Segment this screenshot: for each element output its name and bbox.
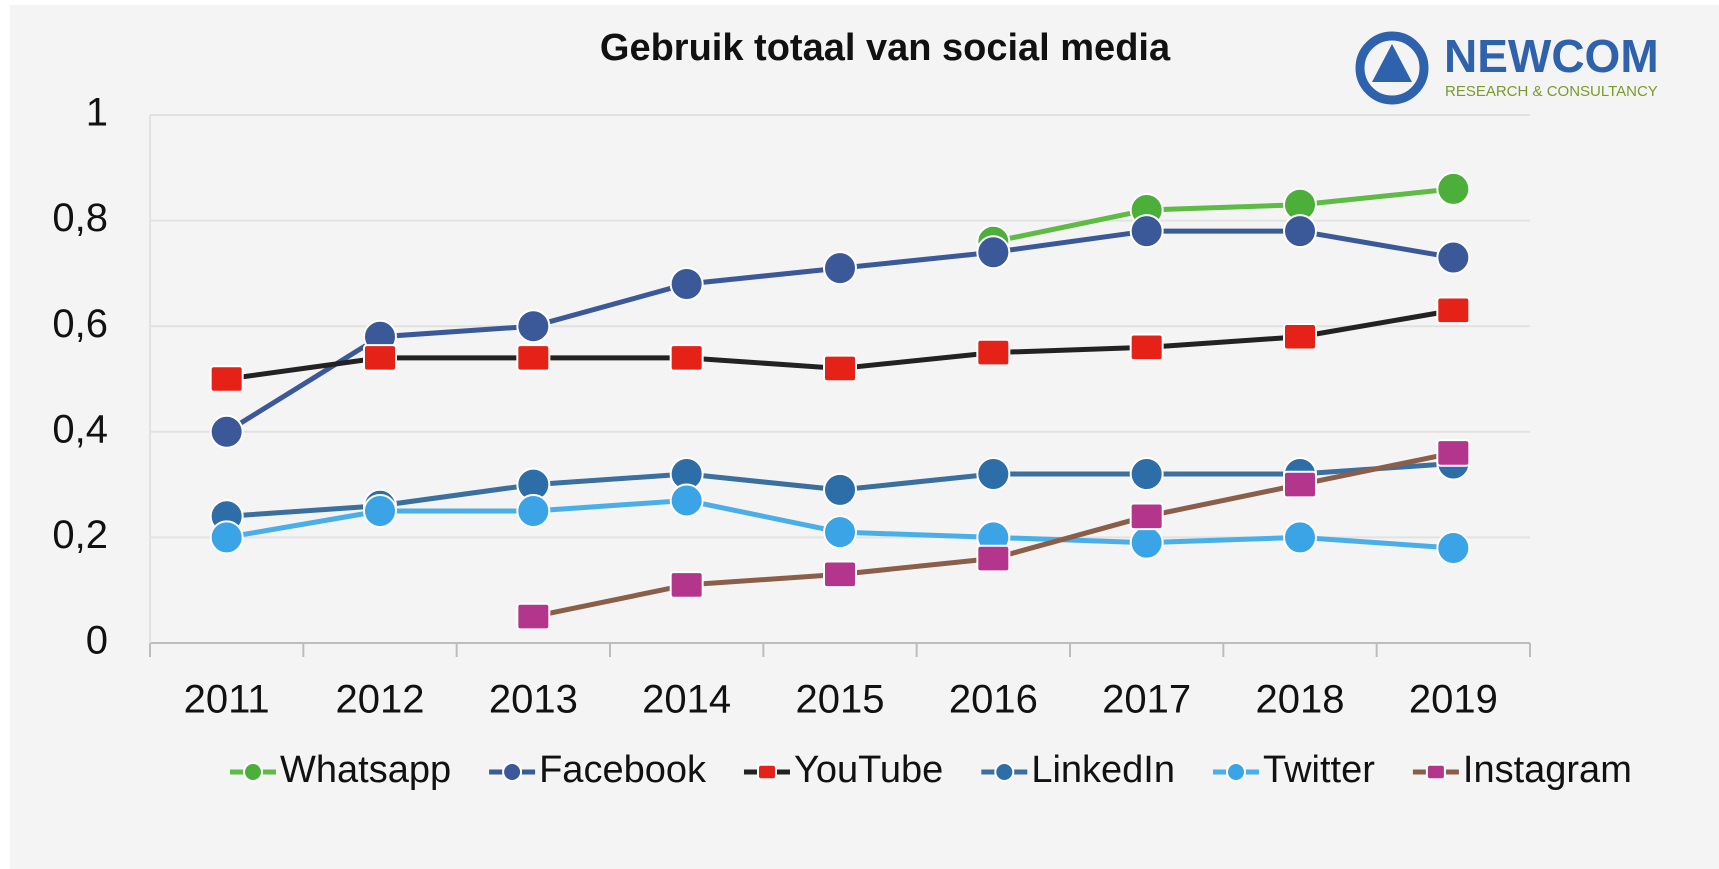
marker (1129, 457, 1164, 492)
marker (1129, 525, 1164, 560)
marker (976, 235, 1011, 270)
marker (976, 544, 1011, 573)
logo-name: NEWCOM (1444, 30, 1659, 82)
legend: Whatsapp Facebook YouTube LinkedIn Twitter In… (230, 749, 1632, 791)
legend-label: Instagram (1463, 749, 1632, 791)
marker (516, 494, 551, 528)
x-tick-label: 2013 (489, 678, 578, 722)
marker (669, 266, 704, 301)
x-tick-label: 2019 (1409, 678, 1498, 722)
y-tick-label: 0,4 (52, 407, 108, 451)
marker (209, 520, 244, 555)
marker (994, 762, 1015, 782)
marker (516, 344, 551, 372)
marker (1129, 214, 1164, 249)
marker (823, 560, 857, 589)
marker (1283, 470, 1317, 499)
marker (1436, 439, 1471, 467)
chart-title: Gebruik totaal van social media (600, 27, 1171, 69)
marker (669, 571, 704, 599)
logo-ring (1355, 31, 1429, 105)
marker (1436, 530, 1471, 565)
marker (1436, 240, 1471, 275)
marker (669, 344, 704, 372)
marker (209, 365, 244, 393)
x-tick-label: 2016 (949, 678, 1038, 722)
x-tick-label: 2011 (184, 678, 270, 722)
marker (756, 763, 777, 781)
y-tick-label: 1 (86, 91, 108, 135)
legend-label: YouTube (794, 749, 943, 791)
marker (516, 309, 551, 344)
marker (209, 414, 244, 449)
y-tick-label: 0 (86, 619, 108, 663)
series-line (992, 186, 1454, 245)
marker (363, 494, 397, 528)
y-tick-label: 0,2 (52, 513, 108, 557)
marker (363, 344, 397, 372)
marker (1425, 763, 1446, 781)
marker (976, 457, 1011, 492)
legend-label: Twitter (1263, 749, 1375, 791)
x-tick-label: 2017 (1102, 678, 1191, 722)
logo: NEWCOM RESEARCH & CONSULTANCY (1355, 30, 1659, 105)
marker (1436, 296, 1471, 325)
legend-label: LinkedIn (1031, 749, 1175, 791)
marker (1225, 762, 1246, 782)
marker (1283, 322, 1317, 351)
y-tick-label: 0,6 (52, 302, 108, 346)
marker (669, 483, 704, 518)
logo-mark (1372, 44, 1412, 82)
marker (502, 762, 523, 782)
marker (1283, 520, 1317, 555)
marker (1129, 502, 1164, 531)
x-tick-label: 2014 (642, 678, 731, 722)
marker (976, 338, 1011, 367)
marker (823, 515, 857, 550)
marker (516, 602, 551, 631)
x-tick-label: 2018 (1256, 678, 1345, 722)
marker (823, 354, 857, 383)
marker (1283, 214, 1317, 249)
legend-label: Facebook (539, 749, 707, 791)
x-tick-label: 2012 (336, 678, 425, 722)
marker (1436, 171, 1471, 206)
chart-background (10, 5, 1719, 869)
legend-label: Whatsapp (280, 749, 451, 791)
marker (1129, 333, 1164, 362)
marker (823, 251, 857, 286)
x-tick-label: 2015 (796, 678, 885, 722)
y-tick-label: 0,8 (52, 196, 108, 240)
marker (243, 762, 263, 782)
marker (823, 472, 857, 507)
logo-tagline: RESEARCH & CONSULTANCY (1445, 83, 1658, 100)
